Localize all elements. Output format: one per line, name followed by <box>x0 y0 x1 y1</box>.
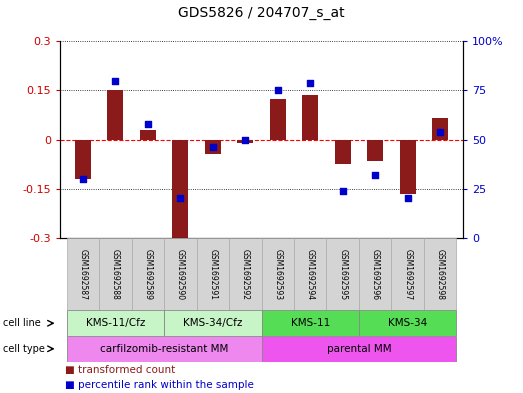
Bar <box>229 238 262 310</box>
Bar <box>335 140 351 164</box>
Bar <box>424 238 457 310</box>
Text: GDS5826 / 204707_s_at: GDS5826 / 204707_s_at <box>178 6 345 20</box>
Bar <box>75 140 91 179</box>
Text: GSM1692598: GSM1692598 <box>436 249 445 299</box>
Bar <box>140 130 156 140</box>
Bar <box>66 310 164 336</box>
Point <box>306 79 314 86</box>
Bar <box>164 310 262 336</box>
Bar <box>270 99 286 140</box>
Text: ■ transformed count: ■ transformed count <box>65 365 176 375</box>
Text: cell type: cell type <box>3 344 44 354</box>
Text: parental MM: parental MM <box>327 344 391 354</box>
Bar <box>391 238 424 310</box>
Point <box>338 187 347 194</box>
Text: KMS-34/Cfz: KMS-34/Cfz <box>183 318 243 328</box>
Bar <box>132 238 164 310</box>
Text: KMS-34: KMS-34 <box>388 318 427 328</box>
Point <box>111 77 120 84</box>
Point <box>436 129 445 135</box>
Bar <box>359 238 391 310</box>
Bar <box>294 238 326 310</box>
Bar <box>400 140 416 193</box>
Bar <box>302 95 319 140</box>
Text: KMS-11/Cfz: KMS-11/Cfz <box>86 318 145 328</box>
Text: GSM1692597: GSM1692597 <box>403 248 412 300</box>
Text: GSM1692587: GSM1692587 <box>78 249 87 299</box>
Bar <box>262 238 294 310</box>
Bar <box>359 310 457 336</box>
Text: cell line: cell line <box>3 318 40 328</box>
Text: GSM1692589: GSM1692589 <box>143 249 152 299</box>
Bar <box>164 238 197 310</box>
Text: carfilzomib-resistant MM: carfilzomib-resistant MM <box>100 344 228 354</box>
Point <box>241 136 249 143</box>
Point <box>209 144 217 151</box>
Point <box>176 195 185 202</box>
Bar <box>204 140 221 154</box>
Bar <box>172 140 188 239</box>
Text: GSM1692595: GSM1692595 <box>338 248 347 300</box>
Point <box>144 121 152 127</box>
Text: GSM1692594: GSM1692594 <box>306 248 315 300</box>
Bar <box>262 336 457 362</box>
Text: GSM1692591: GSM1692591 <box>208 249 217 299</box>
Point <box>274 87 282 94</box>
Bar <box>367 140 383 161</box>
Text: GSM1692593: GSM1692593 <box>273 248 282 300</box>
Bar <box>99 238 132 310</box>
Point <box>371 172 379 178</box>
Bar <box>262 310 359 336</box>
Bar <box>66 238 99 310</box>
Text: GSM1692588: GSM1692588 <box>111 249 120 299</box>
Text: ■ percentile rank within the sample: ■ percentile rank within the sample <box>65 380 254 390</box>
Bar <box>197 238 229 310</box>
Bar <box>326 238 359 310</box>
Text: KMS-11: KMS-11 <box>291 318 330 328</box>
Bar <box>107 90 123 140</box>
Text: GSM1692592: GSM1692592 <box>241 249 250 299</box>
Bar <box>432 118 448 140</box>
Text: GSM1692590: GSM1692590 <box>176 248 185 300</box>
Point <box>403 195 412 202</box>
Point <box>78 176 87 182</box>
Bar <box>237 140 253 143</box>
Text: GSM1692596: GSM1692596 <box>371 248 380 300</box>
Bar <box>66 336 262 362</box>
